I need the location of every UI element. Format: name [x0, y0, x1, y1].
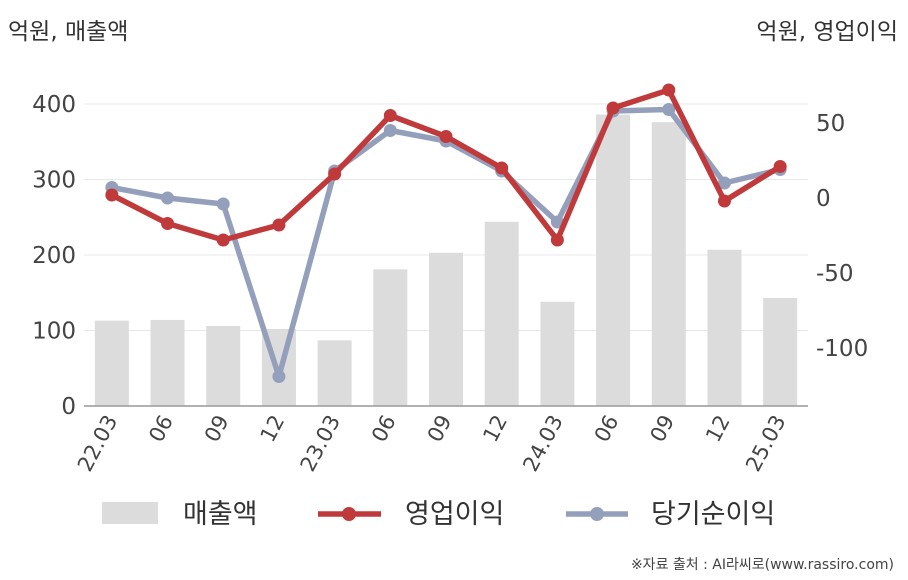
source-note: ※자료 출처 : AI라씨로(www.rassiro.com)	[630, 557, 894, 573]
y-left-tick-label: 200	[32, 243, 76, 269]
y-right-tick-label: -50	[816, 261, 854, 287]
net-income-point	[383, 124, 397, 137]
right-axis-unit-label: 억원, 영업이익	[756, 19, 898, 45]
x-tick-label: 12	[701, 411, 735, 446]
revenue-bar	[484, 221, 519, 406]
x-tick-label: 06	[590, 411, 624, 446]
revenue-bars	[94, 114, 798, 407]
net-income-point	[272, 370, 286, 383]
y-right-tick-label: 0	[816, 186, 831, 212]
legend: 매출액 영업이익 당기순이익	[102, 499, 775, 530]
legend-operating-income-label: 영업이익	[405, 499, 504, 530]
x-tick-label: 09	[645, 411, 679, 446]
revenue-bar	[94, 320, 129, 406]
operating-income-point	[161, 217, 175, 230]
revenue-bar	[707, 249, 742, 406]
legend-net-income-label: 당기순이익	[651, 499, 775, 530]
y-left-tick-label: 100	[32, 319, 76, 345]
x-tick-label: 09	[200, 411, 234, 446]
revenue-bar	[373, 269, 408, 406]
x-tick-label: 22.03	[73, 411, 122, 475]
revenue-bar	[596, 114, 631, 406]
operating-income-point	[383, 109, 397, 122]
net-income-point	[161, 191, 175, 205]
revenue-bar	[317, 340, 352, 406]
operating-income-point	[662, 83, 676, 97]
operating-income-point	[606, 101, 620, 115]
net-income-point	[717, 176, 731, 190]
operating-income-point	[216, 233, 230, 247]
operating-income-point	[550, 233, 564, 247]
left-axis-unit-label: 억원, 매출액	[8, 19, 129, 45]
revenue-bar	[651, 122, 686, 407]
legend-revenue-swatch	[102, 502, 158, 524]
revenue-bar	[150, 319, 185, 406]
revenue-bar	[540, 301, 575, 406]
operating-income-point	[717, 194, 731, 208]
x-tick-label: 24.03	[518, 411, 567, 475]
x-tick-label: 06	[367, 411, 401, 446]
revenue-bar	[206, 325, 241, 406]
x-tick-label: 23.03	[296, 411, 345, 475]
line-series	[105, 83, 787, 383]
revenue-bar	[429, 252, 463, 406]
operating-income-point	[495, 161, 509, 175]
operating-income-point	[105, 188, 119, 202]
net-income-point	[216, 197, 230, 211]
legend-operating-income-marker	[342, 507, 356, 521]
y-left-tick-label: 300	[32, 168, 76, 194]
x-tick-label: 12	[256, 411, 290, 446]
legend-net-income-marker	[590, 507, 604, 521]
x-tick-label: 09	[423, 411, 457, 446]
net-income-point	[662, 103, 676, 116]
operating-income-point	[439, 130, 453, 143]
y-left-tick-label: 400	[32, 92, 76, 118]
x-tick-label: 12	[478, 411, 512, 446]
legend-revenue-label: 매출액	[183, 499, 258, 530]
operating-income-point	[328, 167, 342, 181]
y-left-tick-label: 0	[61, 394, 76, 420]
operating-income-point	[272, 218, 286, 232]
revenue-bar	[763, 298, 798, 406]
y-right-tick-label: -100	[816, 336, 868, 362]
y-right-tick-label: 50	[816, 111, 845, 137]
operating-income-point	[773, 160, 787, 173]
x-tick-label: 06	[144, 411, 178, 446]
x-tick-label: 25.03	[741, 411, 790, 475]
